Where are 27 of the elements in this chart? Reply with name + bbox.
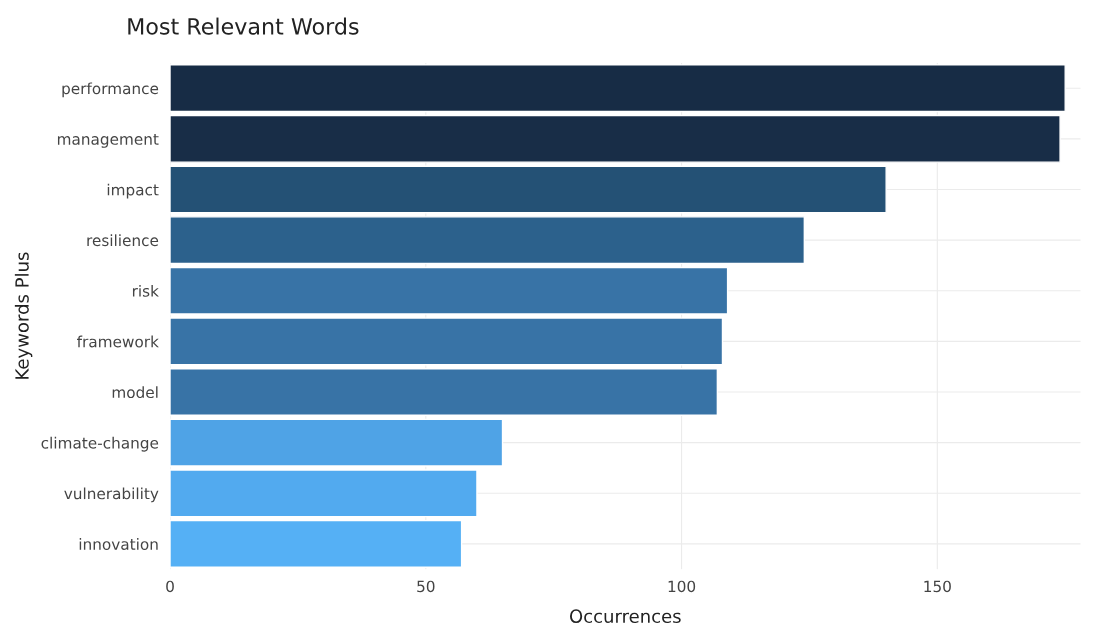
x-axis-title: Occurrences xyxy=(569,609,681,624)
bar xyxy=(170,266,729,315)
y-tick-label: risk xyxy=(132,284,159,297)
bar xyxy=(170,165,887,214)
bar xyxy=(170,368,719,417)
x-tick-label: 50 xyxy=(417,580,435,593)
y-tick-label: innovation xyxy=(79,538,158,550)
bar xyxy=(170,418,504,467)
bar xyxy=(170,519,463,568)
y-tick-label: performance xyxy=(62,82,159,98)
bar xyxy=(170,64,1066,113)
y-tick-label: impact xyxy=(107,183,159,199)
bar xyxy=(170,469,478,518)
bar xyxy=(170,317,724,366)
y-tick-label: framework xyxy=(77,335,159,348)
y-tick-label: climate-change xyxy=(41,436,159,452)
y-tick-label: resilience xyxy=(87,234,159,247)
y-tick-label: model xyxy=(112,386,158,399)
y-axis-title: Keywords Plus xyxy=(14,252,33,379)
y-tick-label: vulnerability xyxy=(64,487,159,503)
x-tick-label: 150 xyxy=(924,580,951,593)
x-tick-label: 0 xyxy=(166,580,174,593)
x-tick-label: 100 xyxy=(668,580,696,593)
bar xyxy=(170,216,806,265)
y-tick-label: management xyxy=(57,133,159,148)
chart-title: Most Relevant Words xyxy=(128,17,359,35)
bar xyxy=(170,114,1061,163)
